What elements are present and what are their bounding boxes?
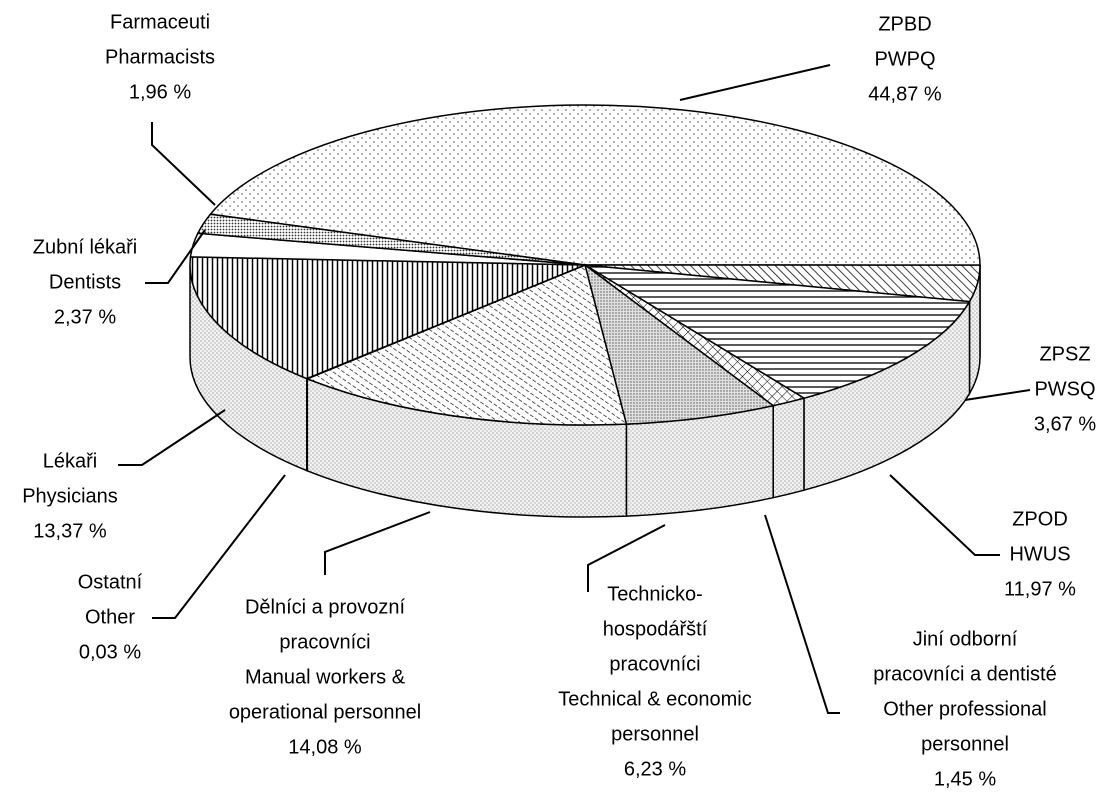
value-label: 1,96 % xyxy=(129,81,191,103)
slice-label: Other xyxy=(85,606,135,628)
slice-label: Dentists xyxy=(49,271,121,293)
value-label: 3,67 % xyxy=(1034,413,1096,435)
slice-label: Jiní odborní xyxy=(913,628,1018,650)
leader-line xyxy=(151,122,216,206)
leader-line xyxy=(889,474,1000,556)
slice xyxy=(584,264,971,399)
labels: ZPBD PWPQ 44,87 % ZPSZ PWSQ 3,67 % ZPOD HWUS 11,… xyxy=(22,11,1096,790)
slice-label: Manual workers & xyxy=(245,666,406,688)
slice-label: Pharmacists xyxy=(105,46,215,68)
slice-label: Technicko- xyxy=(607,583,703,605)
slice-label: Dělníci a provozní xyxy=(245,596,406,618)
slice-label: ZPBD xyxy=(878,13,931,35)
slice-label: Ostatní xyxy=(78,571,143,593)
value-label: 44,87 % xyxy=(868,83,942,105)
slice-label: ZPSZ xyxy=(1039,343,1090,365)
slice-label: Physicians xyxy=(22,485,118,507)
value-label: 2,37 % xyxy=(54,306,116,328)
slice-label: operational personnel xyxy=(229,701,421,723)
leader-line xyxy=(587,524,666,592)
slice xyxy=(196,213,586,266)
value-label: 11,97 % xyxy=(1004,578,1076,600)
slice-label: ZPOD xyxy=(1012,508,1068,530)
slice xyxy=(189,256,586,380)
leader-line xyxy=(118,409,226,466)
leader-line xyxy=(964,389,1031,401)
value-label: 6,23 % xyxy=(624,758,686,780)
slice-label: personnel xyxy=(611,723,699,745)
pie-top xyxy=(189,104,981,426)
slice-label: pracovníci xyxy=(279,631,370,653)
pie-sides xyxy=(189,264,981,518)
value-label: 1,45 % xyxy=(934,768,996,790)
slice xyxy=(583,263,775,425)
leader-line xyxy=(764,514,840,714)
value-label: 13,37 % xyxy=(33,520,107,542)
slice xyxy=(305,263,628,426)
value-label: 0,03 % xyxy=(79,641,141,663)
slice-label: PWSQ xyxy=(1034,378,1095,400)
slice-label: Lékaři xyxy=(43,450,97,472)
slice-label: hospodářští xyxy=(603,618,708,640)
leader-line xyxy=(679,64,831,101)
slice-label: pracovníci xyxy=(609,653,700,675)
leader-line xyxy=(324,511,431,575)
slice-label: Other professional xyxy=(883,698,1046,720)
leader-line xyxy=(152,474,286,619)
slice-label: PWPQ xyxy=(874,48,935,70)
slice-label: HWUS xyxy=(1009,543,1070,565)
leader-line xyxy=(145,229,206,284)
slice-label: Technical & economic xyxy=(558,688,751,710)
slice xyxy=(208,104,981,266)
slice-label: pracovníci a dentisté xyxy=(873,663,1056,685)
slice-label: Zubní lékaři xyxy=(33,236,138,258)
value-label: 14,08 % xyxy=(288,736,362,758)
slice-label: Farmaceuti xyxy=(110,11,210,33)
slice-label: personnel xyxy=(921,733,1009,755)
slice-side xyxy=(772,397,805,499)
